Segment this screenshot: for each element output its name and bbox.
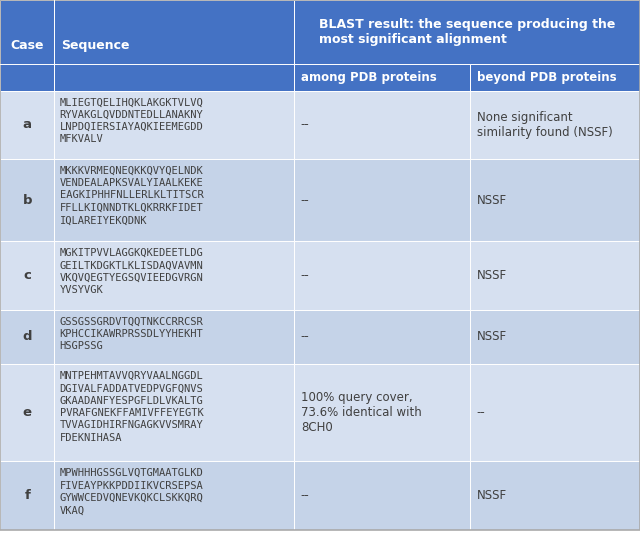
Bar (0, 461, 54, 530)
Bar (470, 461, 640, 530)
Bar (0, 310, 54, 364)
Text: MPWHHHGSSGLVQTGMAATGLKD
FIVEAYPKKPDDIIKVCRSEPSA
GYWWCEDVQNEVKQKCLSKKQRQ
VKAQ: MPWHHHGSSGLVQTGMAATGLKD FIVEAYPKKPDDIIKV… (60, 468, 204, 515)
Text: MLIEGTQELIHQKLAKGKTVLVQ
RYVAKGLQVDDNTEDLLANAKNY
LNPDQIERSIAYAQKIEEMEGDD
MFKVALV: MLIEGTQELIHQKLAKGKTVLVQ RYVAKGLQVDDNTEDL… (60, 97, 204, 145)
Bar (54, 91, 294, 159)
Text: beyond PDB proteins: beyond PDB proteins (477, 71, 616, 84)
Bar (54, 0, 294, 91)
Bar (470, 364, 640, 461)
Text: c: c (23, 269, 31, 282)
Text: --: -- (301, 330, 310, 344)
Bar (54, 364, 294, 461)
Bar (0, 91, 54, 159)
Text: --: -- (477, 406, 486, 419)
Text: --: -- (301, 489, 310, 502)
Bar (0, 159, 54, 241)
Text: NSSF: NSSF (477, 193, 507, 207)
Bar (294, 159, 470, 241)
Text: f: f (24, 489, 30, 502)
Text: NSSF: NSSF (477, 489, 507, 502)
Bar (54, 461, 294, 530)
Bar (470, 91, 640, 159)
Text: NSSF: NSSF (477, 269, 507, 282)
Text: a: a (22, 118, 32, 131)
Text: among PDB proteins: among PDB proteins (301, 71, 436, 84)
Text: GSSGSSGRDVTQQTNKCCRRCSR
KPHCCIKAWRPRSSDLYYHEKHT
HSGPSSG: GSSGSSGRDVTQQTNKCCRRCSR KPHCCIKAWRPRSSDL… (60, 316, 204, 351)
Text: MGKITPVVLAGGKQKEDEETLDG
GEILTKDGKTLKLISDАQVAVMN
VKQVQEGTYEGSQVIEEDGVRGN
YVSYVGK: MGKITPVVLAGGKQKEDEETLDG GEILTKDGKTLKLISD… (60, 248, 204, 295)
Bar (470, 64, 640, 91)
Bar (294, 310, 470, 364)
Text: MKKKVRMЕQNEQKKQVYQELNDK
VENDEALAPKSVALYIAALKEKE
EAGKIPHHFNLLERLKLTITSCR
FFLLKIQN: MKKKVRMЕQNEQKKQVYQELNDK VENDEALAPKSVALYI… (60, 166, 204, 225)
Bar (54, 241, 294, 310)
Text: 100% query cover,
73.6% identical with
8CH0: 100% query cover, 73.6% identical with 8… (301, 391, 422, 434)
Text: d: d (22, 330, 32, 344)
Bar (54, 159, 294, 241)
Bar (470, 159, 640, 241)
Text: --: -- (301, 118, 310, 131)
Text: Case: Case (10, 39, 44, 52)
Bar (294, 91, 470, 159)
Text: --: -- (301, 193, 310, 207)
Text: b: b (22, 193, 32, 207)
Bar (294, 241, 470, 310)
Text: NSSF: NSSF (477, 330, 507, 344)
Bar (294, 364, 470, 461)
Text: MNTPEHMTAVVQRYVAALNGGDL
DGIVALFADDATVEDPVGFQNVS
GKAADANFYESPGFLDLVKALTG
PVRAFGNE: MNTPEHMTAVVQRYVAALNGGDL DGIVALFADDATVEDP… (60, 371, 204, 443)
Text: --: -- (301, 269, 310, 282)
Text: BLAST result: the sequence producing the
most significant alignment: BLAST result: the sequence producing the… (319, 18, 616, 46)
Bar (470, 241, 640, 310)
Bar (0, 0, 54, 91)
Bar (54, 310, 294, 364)
Bar (294, 0, 640, 64)
Bar (470, 310, 640, 364)
Bar (294, 64, 470, 91)
Text: None significant
similarity found (NSSF): None significant similarity found (NSSF) (477, 111, 612, 139)
Text: Sequence: Sequence (61, 39, 129, 52)
Text: e: e (22, 406, 32, 419)
Bar (0, 364, 54, 461)
Bar (294, 461, 470, 530)
Bar (0, 241, 54, 310)
